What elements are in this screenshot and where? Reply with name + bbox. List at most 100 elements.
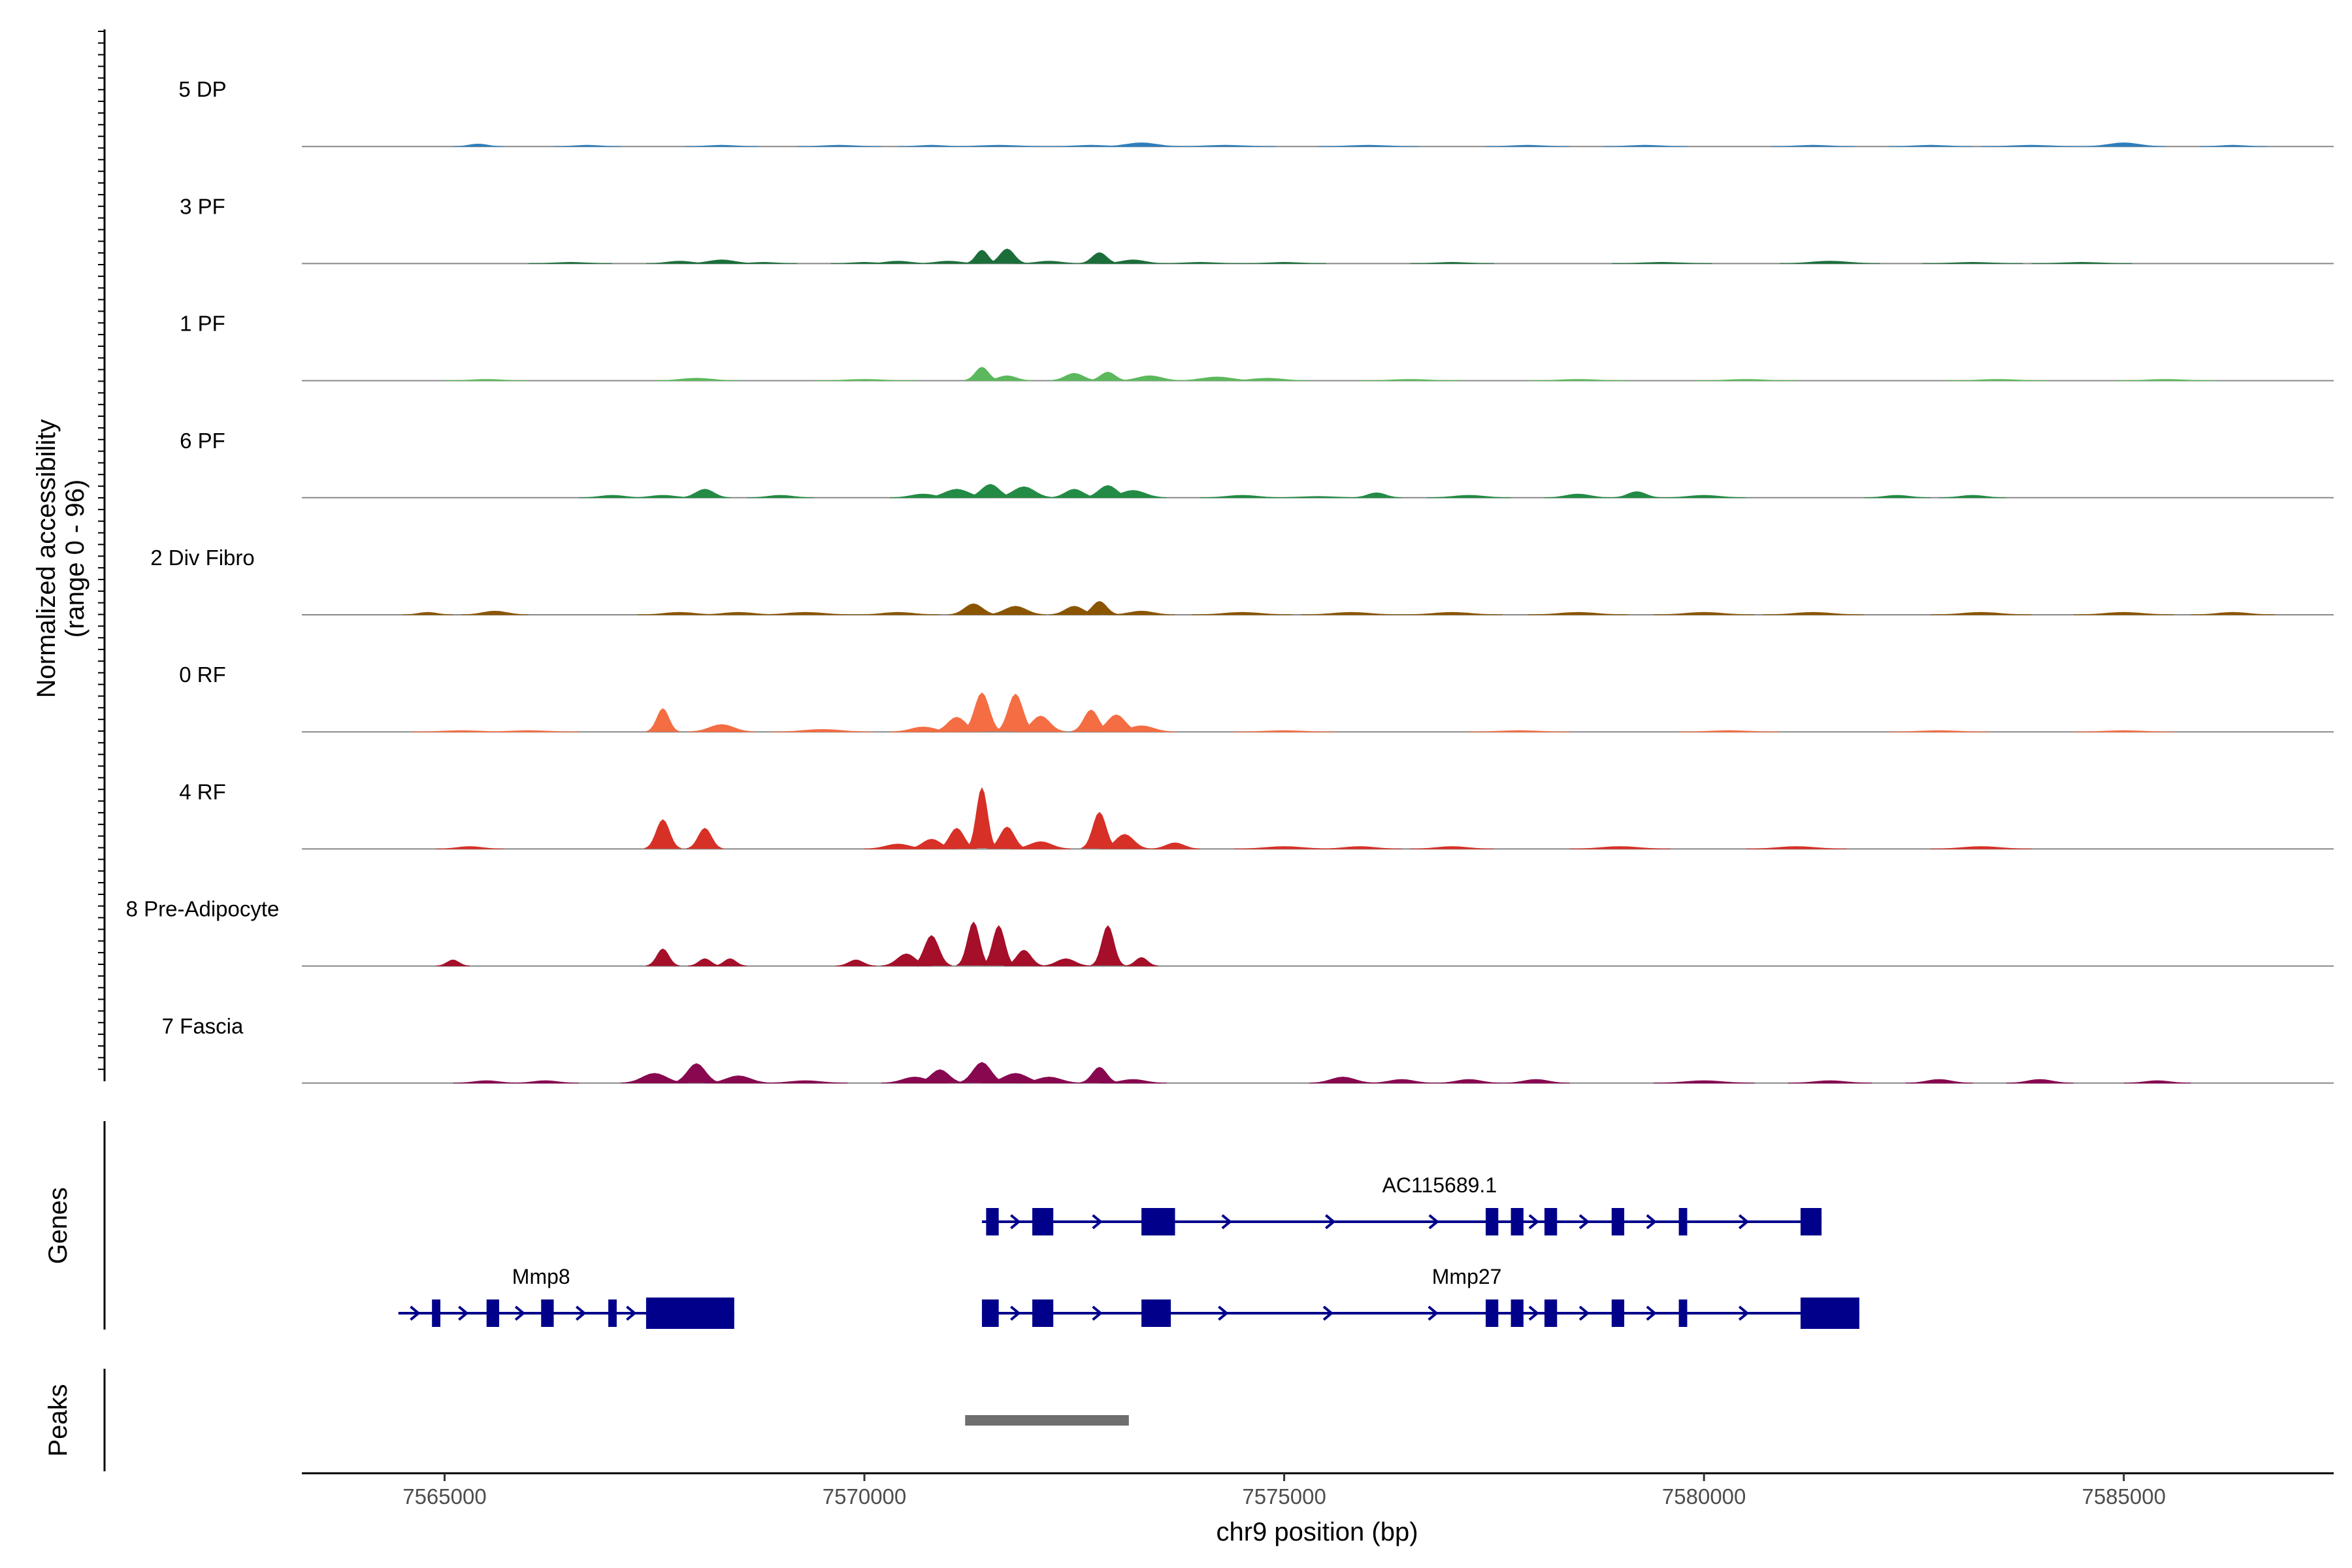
- strand-chevron: [410, 1305, 421, 1321]
- strand-chevron: [1578, 1305, 1590, 1321]
- strand-chevron: [1738, 1305, 1750, 1321]
- coverage-peak: [1175, 144, 1276, 147]
- coverage-peak: [987, 826, 1028, 849]
- strand-chevron: [514, 1305, 526, 1321]
- track-label: 6 PF: [180, 429, 225, 453]
- coverage-peak: [1931, 846, 2032, 849]
- coverage-peak: [645, 948, 680, 966]
- coverage-peak: [1763, 612, 1864, 615]
- coverage-peak: [1015, 1076, 1083, 1084]
- gene-exon: [1800, 1208, 1822, 1235]
- gene-ac115689-1: AC115689.1: [981, 1173, 1822, 1235]
- coverage-peak: [1888, 144, 1973, 147]
- gene-mmp27: Mmp27: [981, 1265, 1859, 1329]
- coverage-peak: [1502, 1079, 1570, 1084]
- gene-name-label: AC115689.1: [1382, 1173, 1497, 1197]
- coverage-peak: [688, 958, 722, 966]
- coverage-peak: [2031, 261, 2132, 264]
- coverage-peak: [1527, 379, 1629, 382]
- gene-exon: [1800, 1298, 1859, 1329]
- track-1: 5 DP: [178, 77, 2334, 148]
- coverage-peak: [402, 612, 453, 615]
- coverage-peak: [1015, 715, 1066, 732]
- coverage-peak: [1090, 925, 1126, 966]
- coverage-peak: [461, 610, 529, 615]
- coverage-peak: [679, 489, 730, 498]
- coverage-peak: [1233, 846, 1335, 849]
- coverage-peak: [2123, 1080, 2191, 1084]
- coverage-peak: [1087, 371, 1128, 381]
- coverage-peak: [755, 612, 857, 615]
- coverage-peak: [1149, 842, 1201, 849]
- coverage-peak: [1368, 1079, 1435, 1084]
- coverage-peak: [1010, 841, 1071, 849]
- coverage-peak: [1653, 612, 1755, 615]
- coverage-peak: [713, 958, 747, 966]
- gene-name-label: Mmp8: [512, 1265, 570, 1288]
- coverage-peak: [1653, 1080, 1755, 1084]
- coverage-peak: [1544, 493, 1612, 498]
- coverage-peak: [1410, 261, 1494, 264]
- coverage-peak: [453, 143, 504, 147]
- gene-name-label: Mmp27: [1432, 1265, 1502, 1288]
- strand-chevron: [576, 1305, 587, 1321]
- coverage-peak: [1200, 495, 1284, 498]
- strand-chevron: [1646, 1214, 1657, 1230]
- coverage-peak: [1360, 379, 1461, 382]
- strand-chevron: [1428, 1305, 1439, 1321]
- gene-exon: [1141, 1208, 1175, 1235]
- coverage-peak: [686, 828, 724, 849]
- coverage-peak: [1124, 956, 1158, 966]
- track-label: 4 RF: [179, 779, 226, 804]
- coverage-peak: [688, 724, 756, 732]
- gene-models: AC115689.1 Mmp27 Mmp8: [398, 1173, 1859, 1329]
- coverage-peak: [1004, 949, 1045, 966]
- coverage-peak: [528, 261, 613, 264]
- coverage-peak: [763, 1080, 848, 1084]
- strand-chevron: [1010, 1214, 1021, 1230]
- coverage-peak: [1611, 261, 1713, 264]
- strand-chevron: [1578, 1214, 1590, 1230]
- coverage-peak: [730, 261, 798, 264]
- coverage-peak: [2073, 730, 2174, 732]
- strand-chevron: [1738, 1214, 1750, 1230]
- strand-chevron: [1218, 1305, 1229, 1321]
- peak-ranges: [965, 1415, 1129, 1426]
- x-tick-label: 7575000: [1242, 1484, 1326, 1509]
- track-label: 3 PF: [180, 194, 225, 218]
- coverage-peak: [2115, 379, 2217, 382]
- coverage-peak: [1771, 144, 1855, 147]
- gene-exon: [645, 1298, 734, 1329]
- track-9: 7 Fascia: [162, 1014, 2334, 1084]
- y-axis-minor-ticks: [98, 31, 105, 1070]
- coverage-peak: [644, 819, 682, 849]
- coverage-peak: [1079, 600, 1120, 615]
- coverage-peak: [948, 144, 1049, 147]
- coverage-peak: [1079, 1066, 1120, 1083]
- coverage-peak: [1309, 1076, 1377, 1084]
- coverage-peak: [836, 959, 877, 966]
- track-8: 8 Pre-Adipocyte: [126, 897, 2334, 967]
- gene-exon: [608, 1299, 617, 1327]
- coverage-y-axis: Normalized accessibility (range 0 - 96): [32, 29, 106, 1081]
- coverage-peak: [1947, 379, 2049, 382]
- track-7: 4 RF: [179, 779, 2334, 850]
- peak-range-bar: [965, 1415, 1129, 1426]
- coverage-tracks: 5 DP 3 PF 1 PF 6 PF 2 Div Fibro 0 RF 4 RF 8 Pre…: [126, 77, 2334, 1084]
- track-6: 0 RF: [179, 662, 2334, 733]
- coverage-peak: [1427, 495, 1511, 498]
- coverage-peak: [1922, 261, 2023, 264]
- coverage-peak: [2191, 612, 2276, 615]
- coverage-peak: [1888, 730, 1990, 732]
- coverage-peak: [444, 379, 529, 382]
- track-label: 1 PF: [180, 312, 225, 336]
- coverage-peak: [1938, 495, 2006, 498]
- coverage-peak: [856, 612, 940, 615]
- strand-chevron: [1010, 1305, 1021, 1321]
- coverage-peak: [1099, 142, 1184, 147]
- gene-exon: [486, 1299, 500, 1327]
- coverage-peak: [1569, 846, 1671, 849]
- coverage-peak: [684, 144, 759, 147]
- strand-chevron: [1528, 1305, 1540, 1321]
- coverage-peak: [1099, 490, 1167, 498]
